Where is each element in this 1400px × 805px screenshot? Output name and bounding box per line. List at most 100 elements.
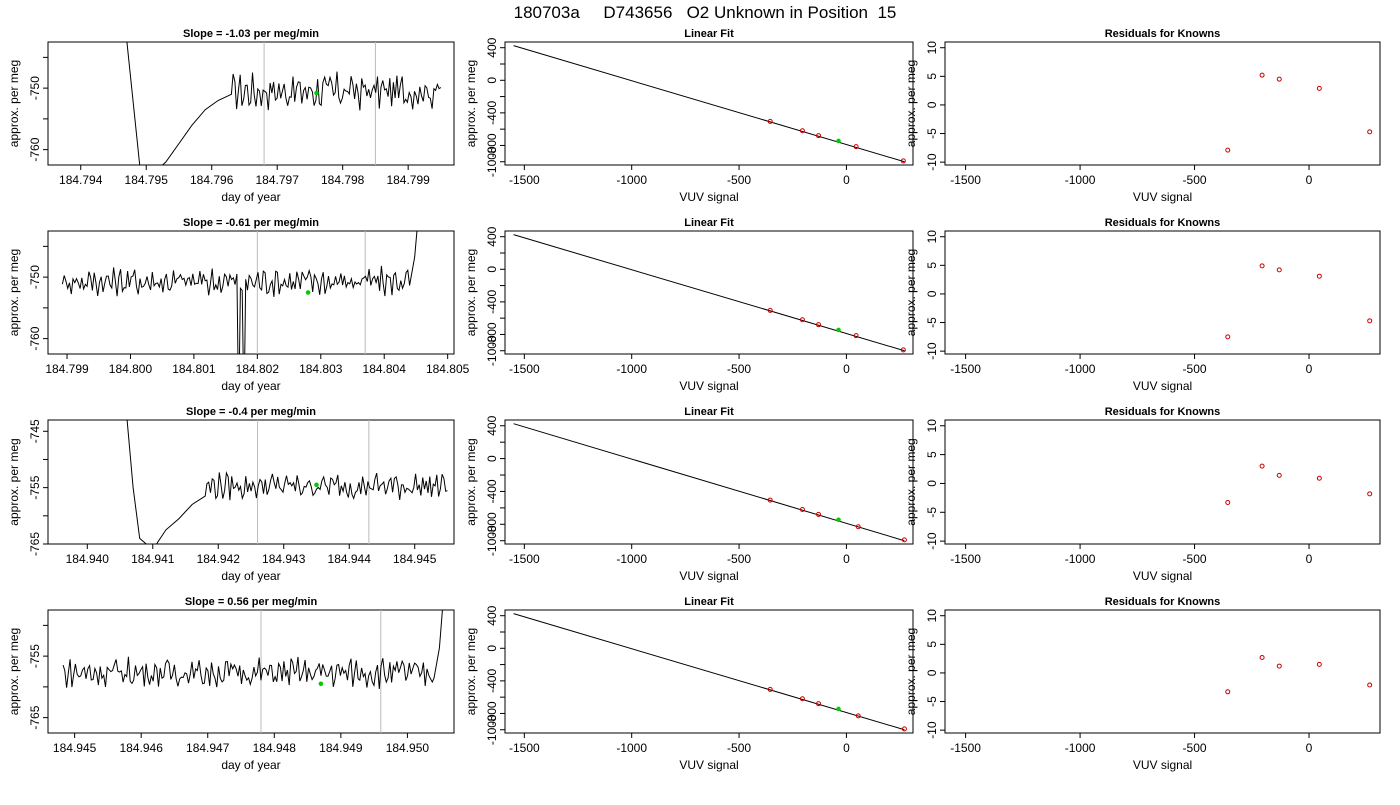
y-tick-label: 0 bbox=[925, 669, 939, 676]
x-axis-label: day of year bbox=[221, 569, 280, 583]
x-tick-label: -1500 bbox=[950, 741, 981, 755]
known-point bbox=[1225, 147, 1231, 153]
known-point bbox=[816, 133, 822, 139]
x-tick-label: -1500 bbox=[509, 362, 540, 376]
known-point bbox=[767, 497, 773, 503]
y-tick-label: -800 bbox=[485, 701, 499, 725]
panel-title: Residuals for Knowns bbox=[1105, 596, 1221, 608]
panel-1-1: Slope = -1.03 per meg/min 184.794 184.795 1… bbox=[7, 28, 455, 204]
plot-frame bbox=[47, 419, 455, 545]
panel-2-3: Residuals for Knowns -1500 -1000 -500 0 10 5 0 -… bbox=[904, 217, 1381, 393]
unknown-point bbox=[305, 290, 311, 295]
panel-title: Linear Fit bbox=[684, 28, 734, 40]
known-point bbox=[901, 537, 907, 543]
y-axis-label: approx. per meg bbox=[7, 628, 21, 715]
x-axis-label: VUV signal bbox=[679, 190, 738, 204]
x-tick-label: -1500 bbox=[509, 173, 540, 187]
x-tick-label: -1000 bbox=[616, 552, 647, 566]
x-tick-label: -500 bbox=[727, 552, 751, 566]
known-point bbox=[799, 317, 805, 323]
x-tick-label: -1000 bbox=[1065, 173, 1096, 187]
unknown-point bbox=[836, 327, 841, 333]
x-tick-label: -500 bbox=[727, 173, 751, 187]
panel-4-1: Slope = 0.56 per meg/min 184.945 184.946 18… bbox=[7, 596, 455, 772]
y-tick-label: -750 bbox=[28, 265, 42, 289]
x-tick-label: 184.798 bbox=[321, 173, 365, 187]
x-tick-label: -500 bbox=[1183, 552, 1207, 566]
y-axis-label: approx. per meg bbox=[464, 628, 478, 715]
known-point bbox=[1367, 129, 1373, 135]
plot-frame bbox=[944, 609, 1381, 734]
y-tick-label: 400 bbox=[485, 226, 499, 246]
known-point bbox=[1276, 663, 1282, 669]
x-tick-label: 184.945 bbox=[53, 741, 97, 755]
x-tick-label: -1000 bbox=[616, 362, 647, 376]
x-tick-label: -1000 bbox=[1065, 552, 1096, 566]
known-point bbox=[1367, 491, 1373, 497]
series-line bbox=[61, 231, 418, 354]
x-tick-label: 0 bbox=[843, 362, 850, 376]
plot-area bbox=[513, 234, 906, 353]
plot-area bbox=[126, 42, 442, 165]
y-tick-label: -1000 bbox=[485, 714, 499, 745]
x-tick-label: 184.947 bbox=[186, 741, 230, 755]
known-point bbox=[1276, 472, 1282, 478]
panel-1-3: Residuals for Knowns -1500 -1000 -500 0 10 5 0 -… bbox=[904, 28, 1381, 204]
y-tick-label: -745 bbox=[28, 419, 42, 443]
fit-line bbox=[513, 234, 905, 352]
x-tick-label: -500 bbox=[1183, 173, 1207, 187]
x-tick-label: -500 bbox=[1183, 362, 1207, 376]
x-axis-label: day of year bbox=[221, 758, 280, 772]
plot-frame bbox=[944, 41, 1381, 166]
known-point bbox=[799, 128, 805, 134]
known-point bbox=[1259, 263, 1265, 269]
unknown-point bbox=[314, 482, 319, 488]
x-tick-label: 184.800 bbox=[109, 362, 153, 376]
x-tick-label: 184.943 bbox=[262, 552, 306, 566]
plot-area bbox=[61, 231, 418, 354]
known-point bbox=[767, 686, 773, 692]
panel-4-2: Linear Fit-1500 -1000 -500 04000-400-800-10… bbox=[464, 596, 914, 772]
y-tick-label: 5 bbox=[925, 451, 939, 458]
y-tick-label: -1000 bbox=[485, 146, 499, 177]
y-tick-label: -760 bbox=[28, 326, 42, 350]
x-tick-label: 0 bbox=[843, 552, 850, 566]
x-tick-label: -1500 bbox=[509, 552, 540, 566]
x-tick-label: 184.803 bbox=[299, 362, 343, 376]
known-point bbox=[816, 701, 822, 707]
known-point bbox=[1225, 689, 1231, 695]
y-tick-label: 0 bbox=[485, 77, 499, 84]
unknown-point bbox=[836, 517, 841, 523]
x-tick-label: 184.941 bbox=[131, 552, 175, 566]
panel-title: Linear Fit bbox=[684, 217, 734, 229]
x-tick-label: 184.944 bbox=[328, 552, 372, 566]
y-tick-label: 10 bbox=[925, 41, 939, 55]
known-point bbox=[1259, 463, 1265, 469]
y-tick-label: 0 bbox=[925, 101, 939, 108]
y-tick-label: -1000 bbox=[485, 525, 499, 556]
unknown-point bbox=[314, 90, 319, 96]
y-tick-label: -10 bbox=[925, 532, 939, 550]
plot-area bbox=[513, 423, 907, 543]
x-axis-label: VUV signal bbox=[1133, 190, 1192, 204]
fit-line bbox=[513, 613, 905, 731]
y-tick-label: 10 bbox=[925, 609, 939, 623]
plot-area bbox=[1225, 72, 1373, 153]
known-point bbox=[816, 511, 822, 517]
x-tick-label: -1000 bbox=[616, 173, 647, 187]
x-axis-label: VUV signal bbox=[1133, 379, 1192, 393]
plot-area bbox=[1225, 463, 1373, 505]
x-tick-label: 184.794 bbox=[59, 173, 103, 187]
y-tick-label: 0 bbox=[925, 480, 939, 487]
x-tick-label: -1000 bbox=[1065, 362, 1096, 376]
known-point bbox=[1276, 267, 1282, 273]
y-axis-label: approx. per meg bbox=[464, 438, 478, 525]
y-tick-label: -400 bbox=[485, 669, 499, 693]
series-line bbox=[126, 420, 448, 544]
y-axis-label: approx. per meg bbox=[464, 249, 478, 336]
y-tick-label: 400 bbox=[485, 605, 499, 625]
x-tick-label: -500 bbox=[727, 362, 751, 376]
panel-2-2: Linear Fit-1500 -1000 -500 04000-400-800-10… bbox=[464, 217, 914, 393]
